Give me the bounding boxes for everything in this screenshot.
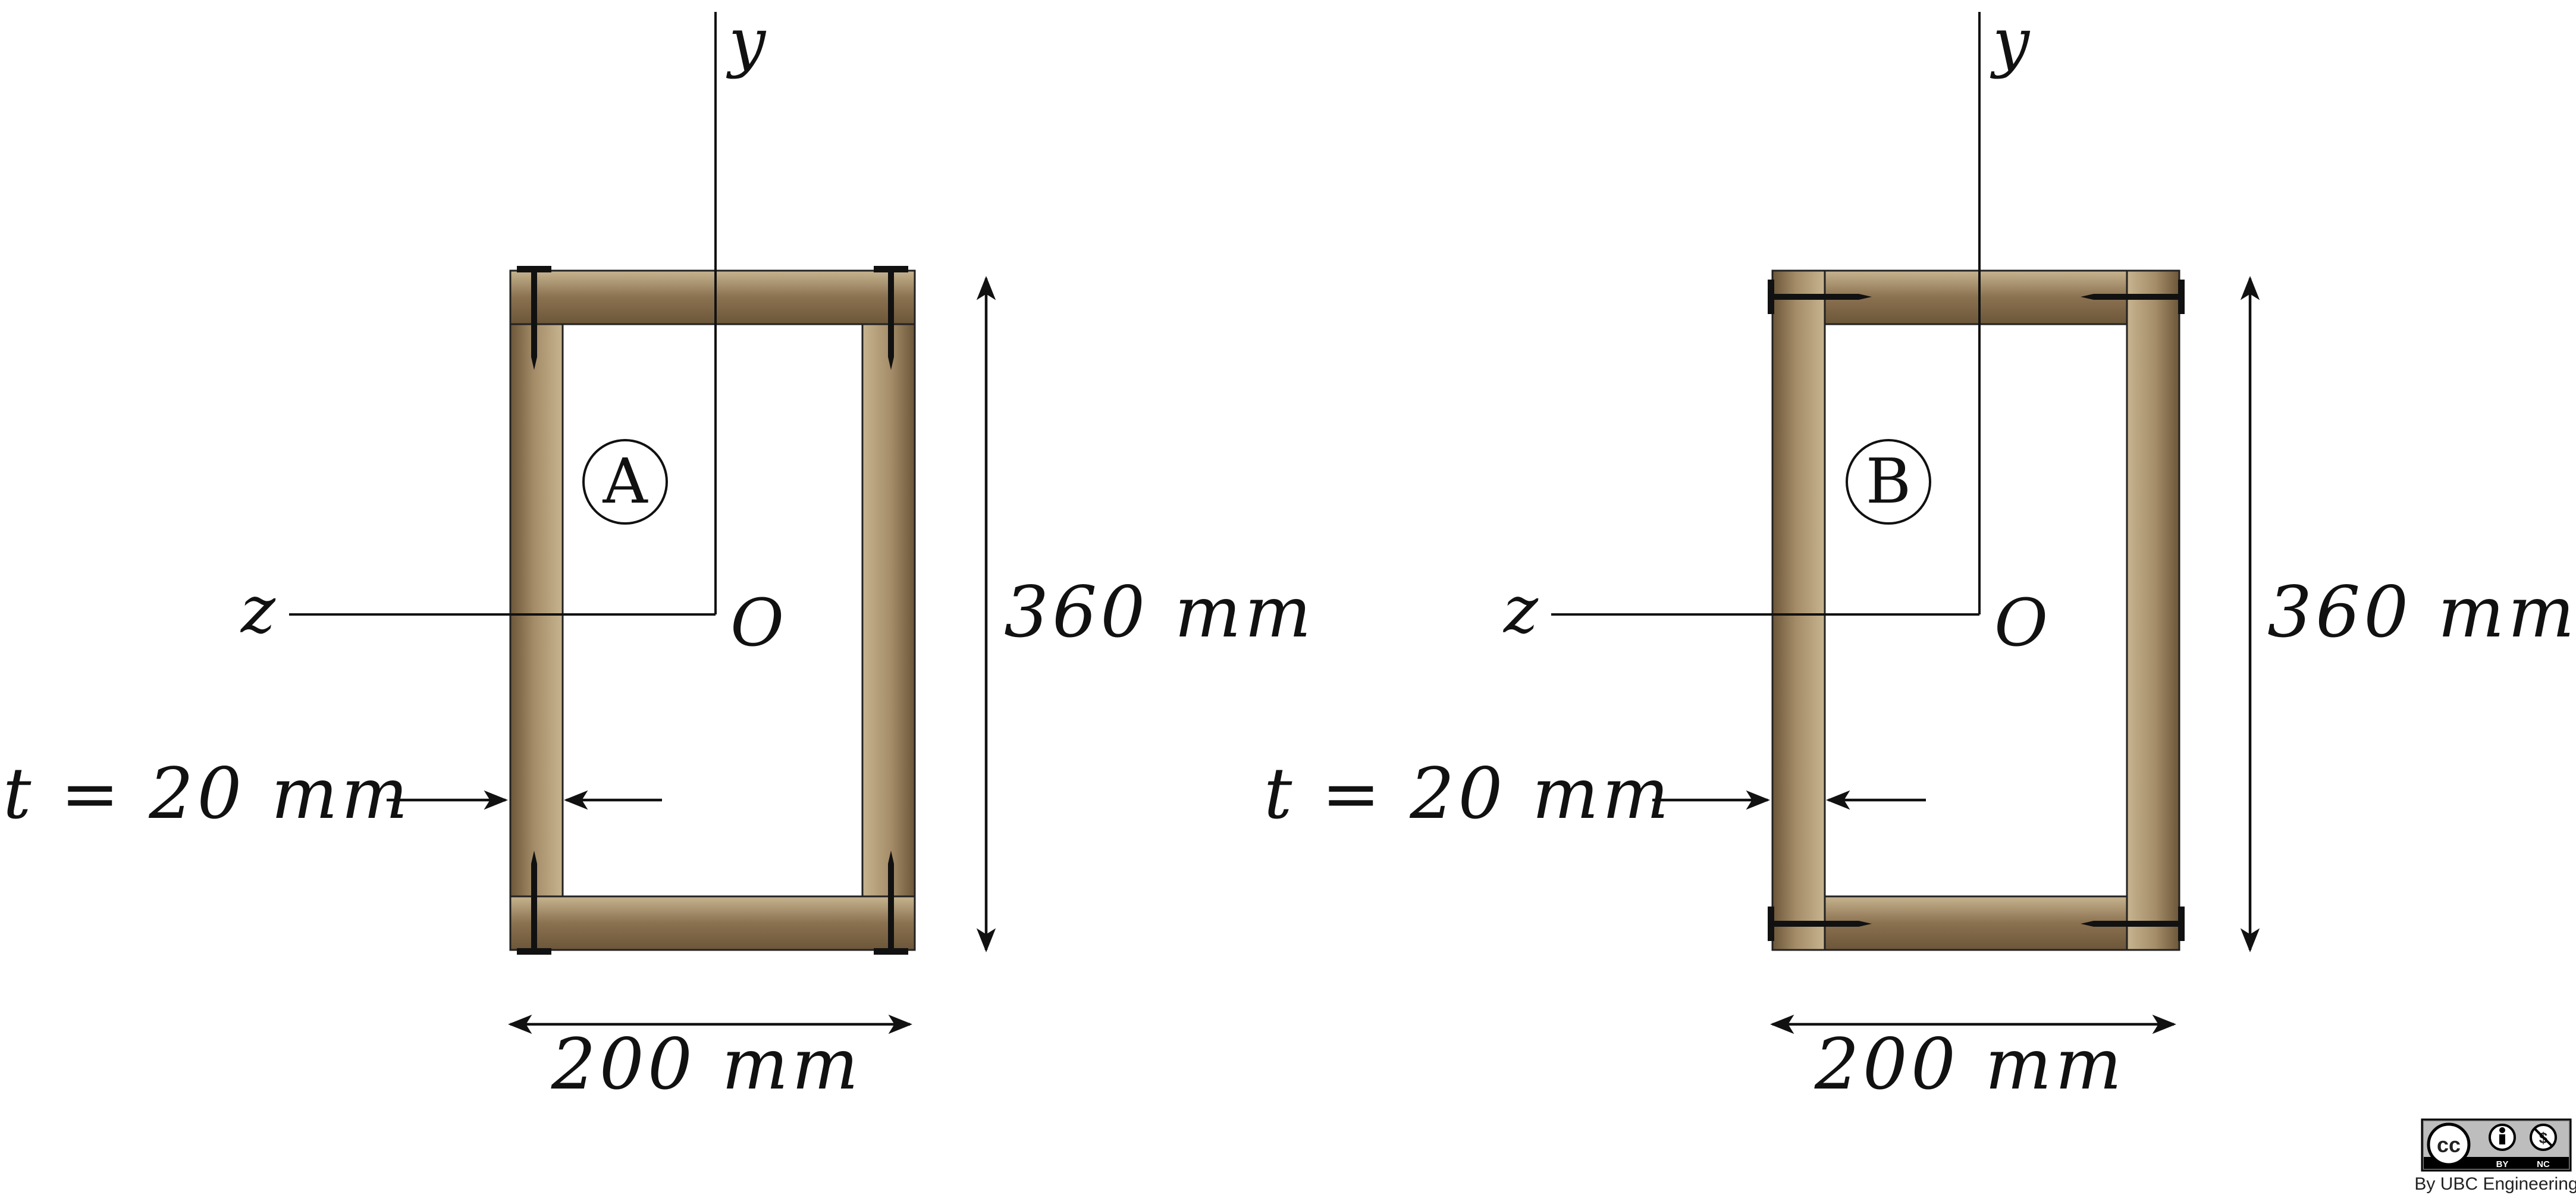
non-commercial-icon: $: [2530, 1124, 2557, 1151]
section-b-y-axis-label: y: [1990, 4, 2031, 80]
section-a-right-plank: [861, 323, 916, 898]
section-a-y-axis-label: y: [726, 4, 767, 80]
section-b-width-label: 200 mm: [1814, 1023, 2126, 1105]
license-nc-label: NC: [2537, 1159, 2550, 1169]
section-b-thickness-label: t = 20 mm: [1264, 752, 1673, 835]
section-b-right-plank: [2126, 269, 2180, 951]
section-a-width-label: 200 mm: [551, 1023, 862, 1105]
section-b-z-axis-label: z: [1502, 572, 1539, 648]
license-by-label: BY: [2496, 1159, 2509, 1169]
cc-icon: cc: [2427, 1122, 2471, 1166]
section-a-top-plank: [509, 269, 916, 325]
section-b-bottom-plank: [1824, 895, 2128, 951]
attribution-icon: [2489, 1124, 2516, 1151]
section-b-left-plank: [1771, 269, 1826, 951]
section-a-nails: [517, 266, 908, 955]
svg-text:cc: cc: [2437, 1133, 2461, 1157]
section-a-height-label: 360 mm: [1004, 571, 1315, 653]
section-b-label: B: [1866, 445, 1911, 517]
section-a-label: A: [602, 445, 648, 517]
section-b-top-plank: [1824, 269, 2128, 325]
section-a-bottom-plank: [509, 895, 916, 951]
cc-license-badge: cc $ BY NC By UBC Engineering: [2414, 1118, 2576, 1194]
section-a-left-plank: [509, 323, 564, 898]
license-credit: By UBC Engineering: [2414, 1174, 2576, 1194]
section-a-origin-label: O: [730, 585, 784, 661]
section-a-z-axis-label: z: [240, 572, 276, 648]
section-a: y z O A 360 mm 200 mm t = 20 mm: [3, 4, 1315, 1105]
section-b-origin-label: O: [1994, 585, 2048, 661]
section-b-height-label: 360 mm: [2267, 571, 2576, 653]
section-a-thickness-label: t = 20 mm: [3, 752, 412, 835]
section-b-nails: [1768, 280, 2185, 941]
section-b: y z O B 360 mm 200 mm t = 20 mm: [1264, 4, 2576, 1105]
